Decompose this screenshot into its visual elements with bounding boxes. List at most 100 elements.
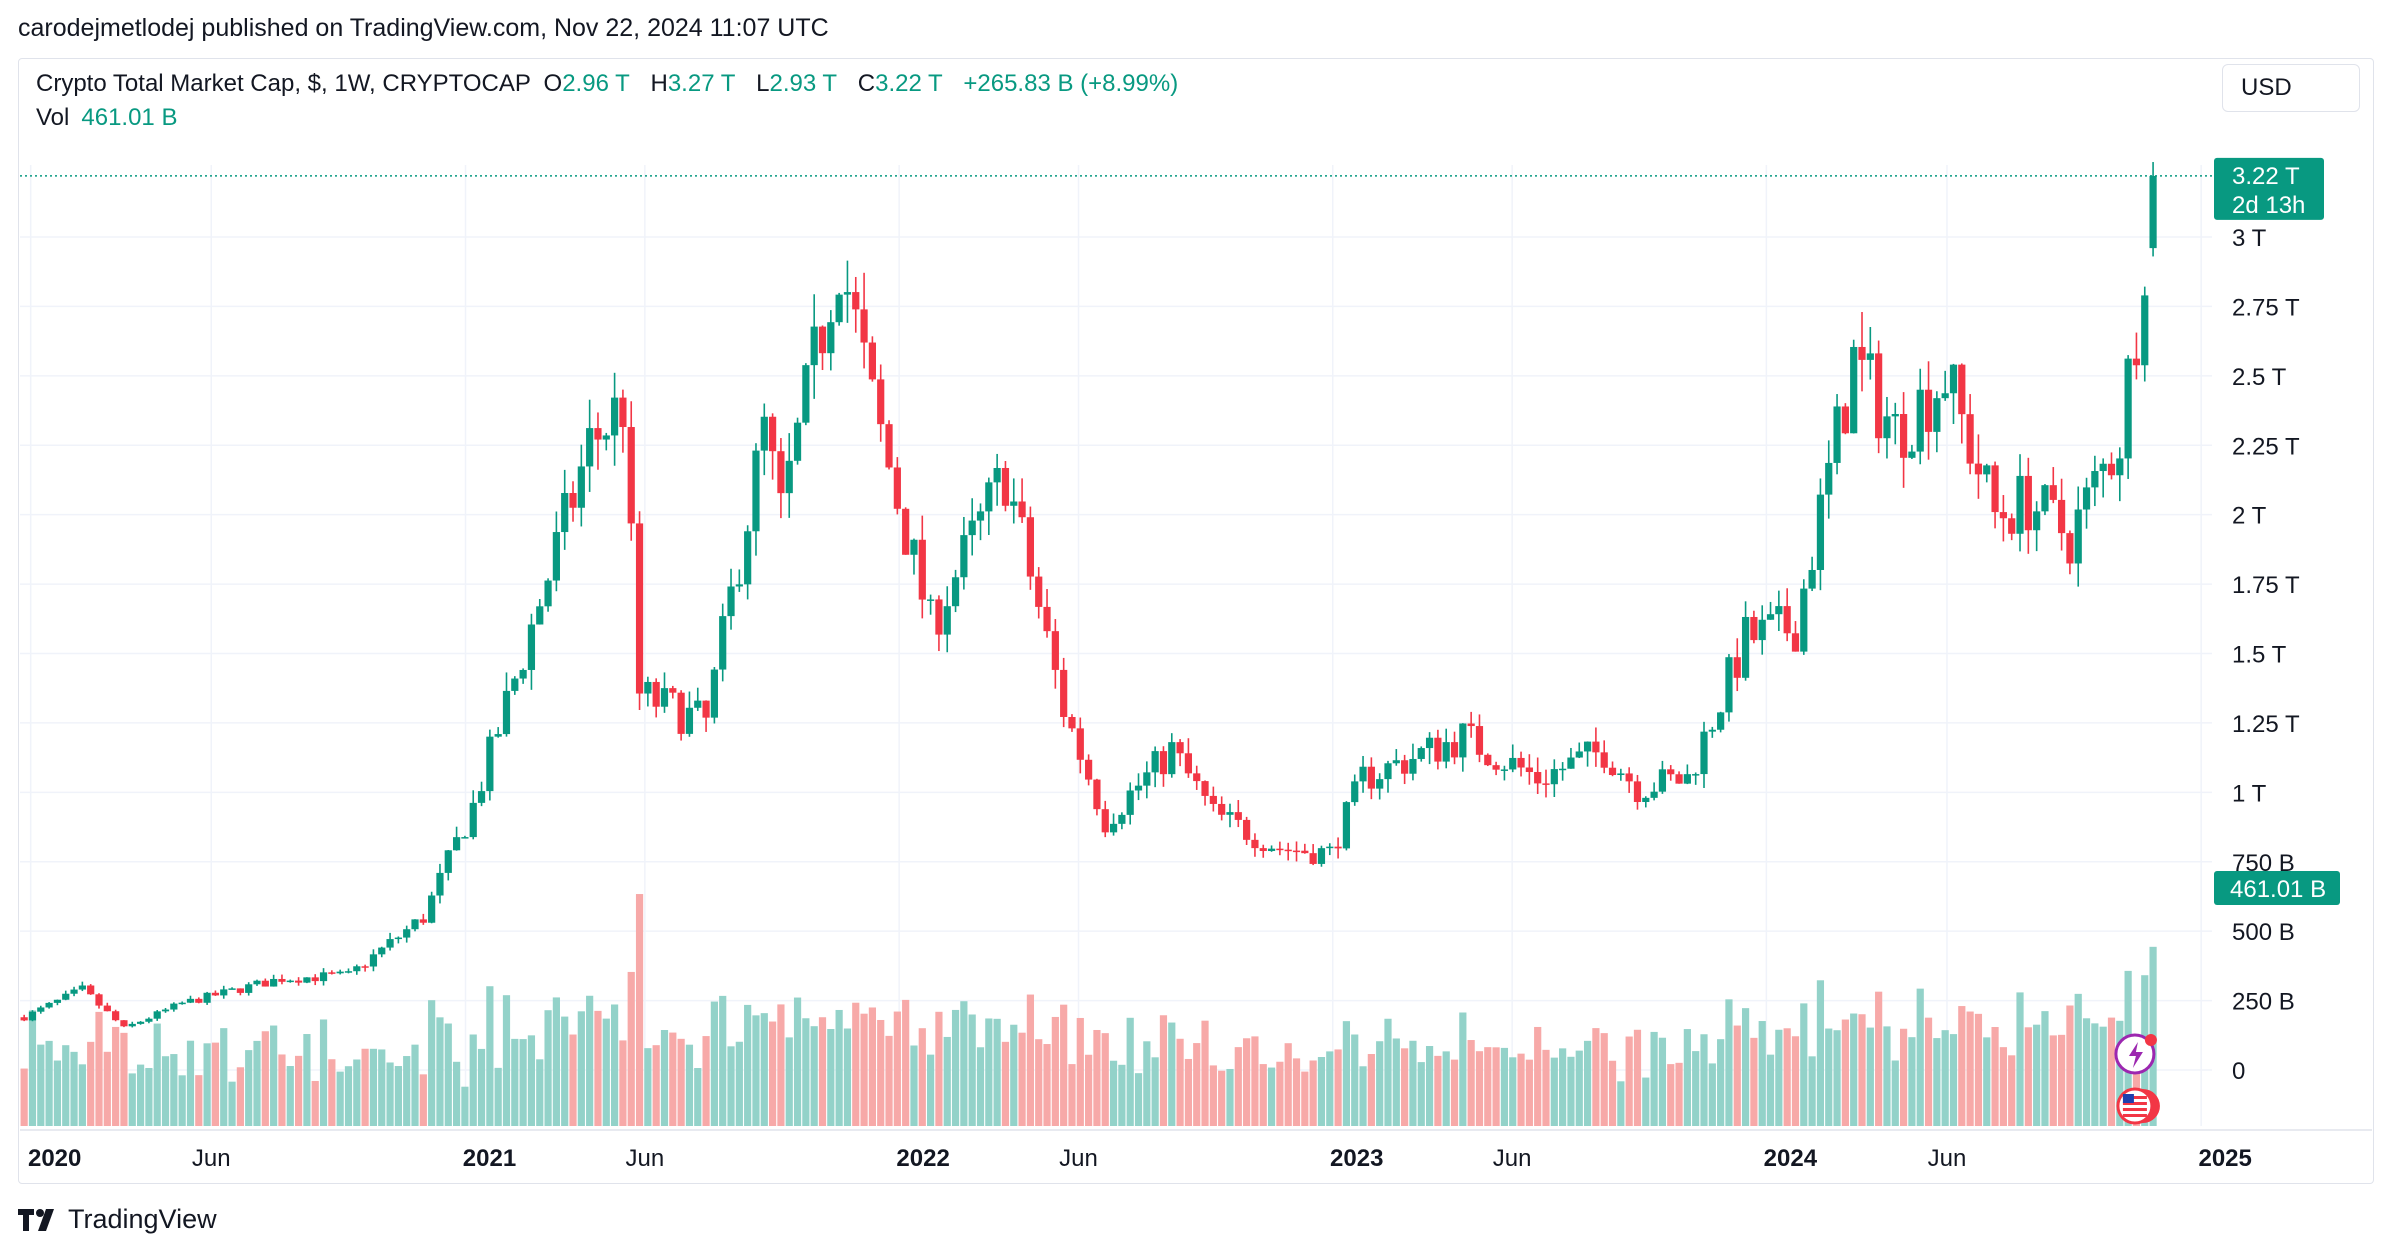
y-tick-label: 1.25 T [2232, 711, 2300, 738]
candle-body [1575, 751, 1583, 758]
candle-body [145, 1018, 153, 1022]
candle-body [536, 606, 544, 625]
volume-bar [1534, 1026, 1542, 1126]
candle-body [744, 531, 752, 585]
candle-body [70, 989, 78, 994]
volume-bar [951, 1009, 960, 1126]
volume-bar [1359, 1066, 1367, 1126]
volume-bar [1625, 1036, 1633, 1126]
volume-bar [1201, 1020, 1209, 1126]
candle-body [1550, 769, 1558, 785]
candle-body [544, 580, 552, 607]
volume-bar [62, 1045, 70, 1126]
volume-bar [1043, 1044, 1051, 1126]
candle-body [1459, 723, 1467, 758]
volume-bar [145, 1067, 153, 1126]
candle-body [136, 1021, 145, 1024]
candle-body [1060, 669, 1068, 717]
volume-bar [161, 1056, 170, 1126]
candle-body [1151, 751, 1159, 773]
x-tick-label: 2024 [1764, 1145, 1818, 1172]
candle-body [286, 980, 294, 983]
volume-bar [752, 1015, 760, 1126]
volume-bar [1317, 1057, 1326, 1126]
candle-body [2099, 463, 2107, 472]
candle-body [1134, 785, 1143, 791]
volume-bar [1109, 1060, 1118, 1126]
tradingview-logo[interactable]: TradingView [18, 1204, 217, 1235]
volume-bar [444, 1023, 452, 1126]
candle-body [943, 606, 951, 635]
candle-body [552, 532, 560, 581]
candle-body [2141, 295, 2149, 366]
candle-body [935, 599, 943, 635]
candle-body [1966, 414, 1974, 464]
volume-bar [1633, 1029, 1642, 1126]
y-tick-label: 0 [2232, 1058, 2245, 1085]
volume-bar [902, 999, 910, 1126]
volume-bar [1783, 1028, 1791, 1126]
candle-body [1276, 848, 1284, 851]
volume-bar [1159, 1015, 1168, 1126]
volume-bar [1068, 1064, 1076, 1126]
volume-bar [1176, 1038, 1184, 1126]
candle-body [2008, 518, 2016, 534]
candle-body [1567, 757, 1575, 769]
volume-badge-value: 461.01 B [2230, 876, 2326, 903]
volume-bar [685, 1044, 694, 1126]
candle-body [1692, 774, 1700, 776]
volume-bar [1384, 1018, 1392, 1126]
candle-body [428, 895, 436, 923]
volume-bar [1766, 1054, 1775, 1126]
volume-bar [1010, 1024, 1018, 1126]
candle-body [827, 322, 835, 354]
candle-body [1010, 501, 1018, 506]
candle-body [902, 508, 910, 555]
volume-bar [2057, 1034, 2066, 1126]
volume-bar [1509, 1057, 1517, 1126]
candle-body [1068, 716, 1076, 729]
volume-bar [1999, 1047, 2007, 1126]
volume-bar [1243, 1038, 1251, 1126]
volume-bar [1808, 1056, 1816, 1126]
candle-body [669, 688, 677, 693]
currency-button[interactable]: USD [2222, 64, 2360, 112]
volume-bar [2082, 1018, 2091, 1126]
candle-body [511, 678, 519, 691]
volume-bar [386, 1062, 394, 1126]
candle-body [1359, 766, 1367, 782]
volume-bar [1592, 1028, 1600, 1126]
volume-bar [1326, 1051, 1334, 1126]
volume-bar [1292, 1058, 1301, 1126]
volume-bar [985, 1018, 993, 1126]
y-tick-label: 1.5 T [2232, 642, 2287, 669]
candle-body [1791, 633, 1800, 652]
volume-bar [1085, 1054, 1093, 1126]
volume-bar [1409, 1040, 1417, 1126]
candle-body [2116, 458, 2124, 476]
candle-body [1051, 631, 1059, 670]
volume-bar [727, 1046, 735, 1126]
candle-body [1758, 619, 1766, 641]
candle-body [120, 1020, 128, 1027]
volume-bar [627, 971, 635, 1126]
volume-bar [1733, 1025, 1741, 1126]
y-tick-label: 2 T [2232, 503, 2267, 530]
lightning-icon-glyph [2128, 1042, 2143, 1068]
candle-body [1450, 742, 1459, 758]
us-flag-canton [2122, 1094, 2134, 1103]
candle-body [419, 919, 427, 923]
volume-bar [20, 1068, 28, 1126]
volume-bar [319, 1019, 328, 1126]
candle-body [103, 1005, 111, 1012]
legend-open-value: 2.96 T [562, 70, 630, 97]
volume-bar [1941, 1030, 1949, 1126]
candle-body [153, 1011, 161, 1019]
volume-bar [1974, 1013, 1983, 1126]
candle-body [2066, 533, 2074, 564]
candle-body [1168, 742, 1176, 775]
volume-bar [1933, 1038, 1941, 1126]
candle-body [1941, 393, 1949, 399]
volume-bar [976, 1047, 985, 1126]
